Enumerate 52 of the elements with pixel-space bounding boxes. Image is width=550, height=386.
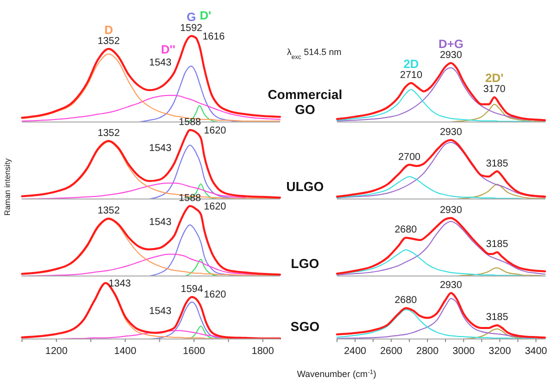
text: SGO [290, 319, 320, 334]
series-label: D [104, 22, 114, 37]
annotation: 1620 [204, 290, 227, 301]
x-tick-label: 2600 [380, 346, 403, 357]
series-label: D+G [438, 37, 464, 51]
text: G [186, 10, 196, 24]
annotation: 1620 [204, 201, 227, 212]
y-axis-title: Raman intensity [3, 158, 12, 216]
annotation: 2680 [394, 295, 418, 306]
annotation: 2930 [440, 127, 463, 138]
x-tick-label: 1600 [182, 346, 206, 357]
annotation: 1543 [149, 143, 172, 154]
annotation: 1616 [202, 32, 226, 43]
x-tick-label: 1200 [45, 346, 68, 357]
annotation: 1588 [178, 117, 202, 128]
x-tick-label: 1800 [252, 346, 274, 357]
text: Commercial GO [268, 87, 342, 117]
x-tick-label: 1400 [114, 346, 137, 357]
annotation: 1543 [149, 216, 172, 228]
text: D' [200, 8, 212, 22]
text: ULGO [286, 179, 324, 194]
annotation: 2680 [394, 224, 418, 236]
text: λ$_{exc}$ 514.5 nm [287, 47, 342, 60]
annotation: 2930 [440, 280, 463, 291]
annotation: 1352 [98, 128, 120, 140]
annotation: 1352 [98, 206, 120, 217]
annotation: 1594 [180, 284, 204, 295]
annotation: 1620 [204, 125, 227, 136]
series-label: 2D [403, 57, 420, 72]
annotation: 1543 [149, 306, 172, 317]
annotation: 1588 [178, 193, 202, 204]
series-label: 2D' [485, 71, 504, 86]
annotation: 2710 [400, 70, 423, 82]
x-tick-label: 2400 [344, 346, 367, 357]
annotation: 1543 [149, 57, 172, 68]
x-tick-label: 2800 [416, 346, 439, 357]
annotation: 1352 [98, 36, 120, 47]
annotation: 3185 [486, 158, 509, 170]
annotation: 2700 [398, 152, 421, 163]
x-axis-title: Wavenumber (cm$^{-1}$) [297, 368, 376, 379]
annotation: 3185 [486, 239, 509, 250]
text: LGO [290, 256, 320, 271]
annotation: 3185 [486, 312, 509, 324]
x-tick-label: 3400 [524, 346, 548, 357]
annotation: 1592 [180, 23, 203, 34]
annotation: 3170 [483, 84, 506, 96]
annotation: 2930 [440, 205, 463, 216]
text: D'' [161, 42, 176, 57]
x-tick-label: 3200 [488, 346, 512, 357]
annotation: 2930 [440, 50, 463, 61]
annotation: 1343 [108, 278, 132, 290]
x-tick-label: 3000 [452, 346, 476, 357]
